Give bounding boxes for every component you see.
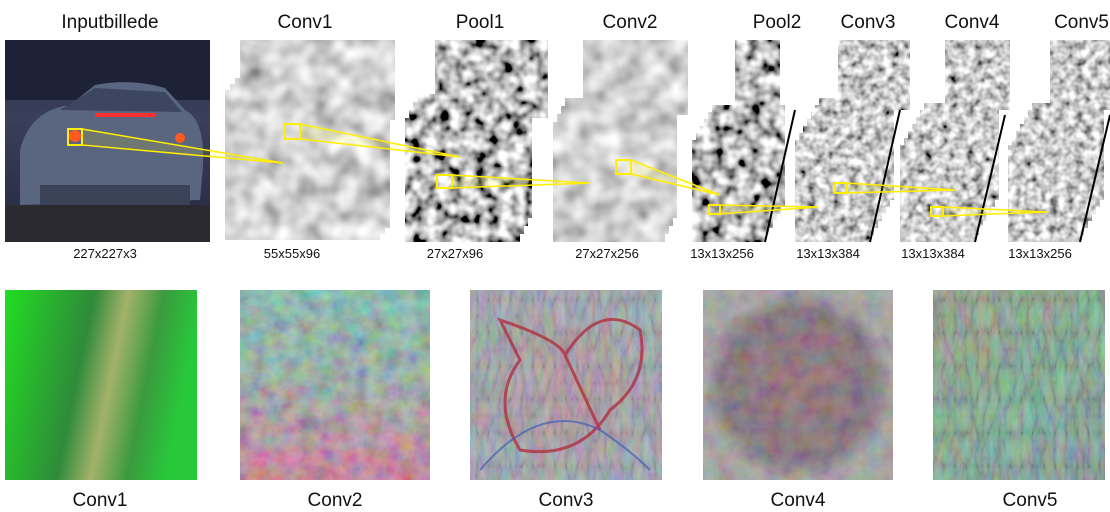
feature-map-top (1050, 40, 1110, 110)
layer-size: 13x13x256 (690, 246, 754, 261)
feature-map-top (945, 40, 1010, 110)
feature-map (225, 90, 380, 240)
feature-map (1008, 145, 1080, 242)
vis-image (5, 290, 197, 480)
layer-size: 13x13x256 (1008, 246, 1072, 261)
layer-size: 27x27x96 (427, 246, 483, 261)
vis-texture (703, 290, 893, 480)
layer-name: Conv4 (945, 12, 1000, 33)
vis-label: Conv3 (539, 490, 594, 511)
feature-map-top (735, 40, 780, 110)
layer-name: Inputbillede (61, 12, 158, 33)
vis-label: Conv2 (308, 490, 363, 511)
figure: Inputbillede Conv1 Pool1 Conv2 Pool2 Con… (0, 0, 1110, 512)
layer-name: Pool1 (456, 12, 505, 33)
layer-size: 13x13x384 (796, 246, 860, 261)
visualizations (5, 290, 1105, 480)
layer-name: Conv3 (841, 12, 896, 33)
layer-name: Conv1 (278, 12, 333, 33)
layer-name: Conv5 (1054, 12, 1109, 33)
page: {"layers": [ {"name": "Inputbillede", "s… (0, 0, 1110, 512)
layer-size: 13x13x384 (901, 246, 965, 261)
layer-size: 227x227x3 (73, 246, 137, 261)
layer-name: Conv2 (603, 12, 658, 33)
layer-name: Pool2 (753, 12, 802, 33)
vis-label: Conv5 (1003, 490, 1058, 511)
layer-size: 27x27x256 (575, 246, 639, 261)
vis-label: Conv4 (771, 490, 826, 511)
vis-texture (933, 290, 1105, 480)
feature-map (900, 145, 975, 242)
vis-texture (240, 290, 430, 480)
layer-size: 55x55x96 (264, 246, 320, 261)
vis-label: Conv1 (73, 490, 128, 511)
